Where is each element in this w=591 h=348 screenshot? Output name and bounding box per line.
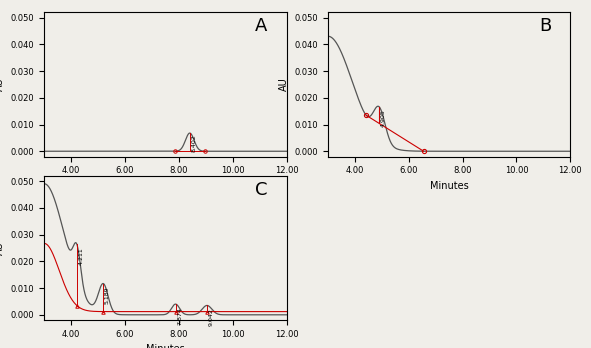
Text: 8.402: 8.402 [191, 134, 197, 152]
Text: 4.905: 4.905 [381, 110, 386, 127]
Text: C: C [255, 181, 268, 198]
Text: 7.874: 7.874 [177, 307, 182, 325]
Text: 4.211: 4.211 [79, 247, 83, 265]
X-axis label: Minutes: Minutes [430, 181, 469, 191]
Text: 9.042: 9.042 [209, 308, 213, 326]
X-axis label: Minutes: Minutes [146, 181, 185, 191]
Y-axis label: AU: AU [279, 78, 289, 91]
Y-axis label: AU: AU [0, 241, 5, 255]
Text: 5.189: 5.189 [105, 286, 110, 304]
Y-axis label: AU: AU [0, 78, 5, 91]
Text: A: A [255, 17, 268, 35]
Text: B: B [539, 17, 551, 35]
X-axis label: Minutes: Minutes [146, 345, 185, 348]
